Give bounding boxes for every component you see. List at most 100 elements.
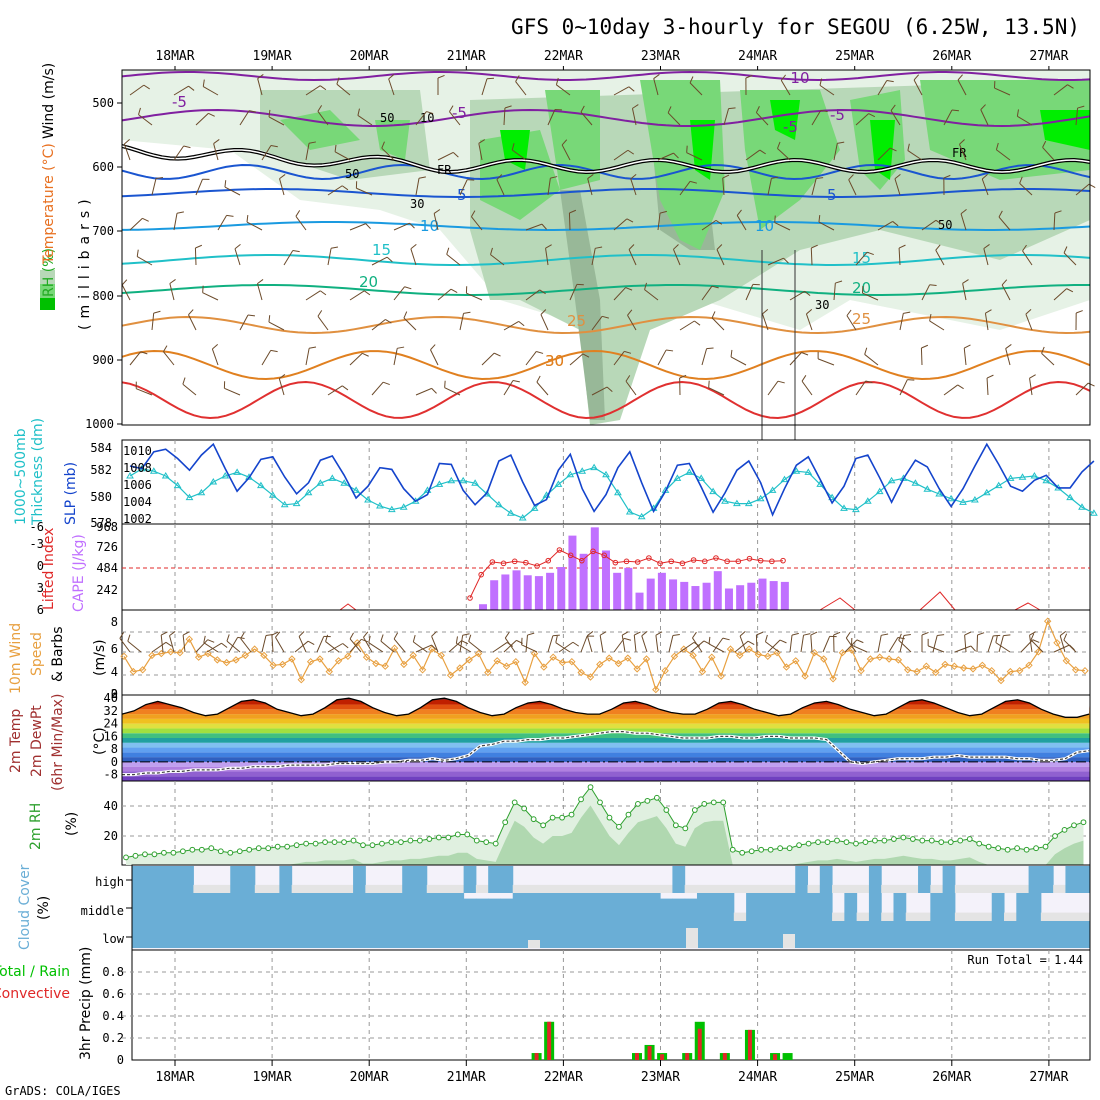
wind-barb-flag — [496, 174, 503, 180]
wind-barb — [349, 223, 366, 231]
wind-barb — [430, 349, 439, 366]
wind-barb-flag — [921, 631, 929, 636]
wind-barb-flag — [361, 638, 369, 643]
wind-barb — [1059, 635, 1066, 653]
wind-barb-flag — [943, 174, 951, 179]
wind10-speed-marker — [157, 649, 166, 658]
wind10-tick-label: 4 — [111, 665, 118, 679]
wind10-speed-marker — [297, 675, 305, 684]
wind-barb-flag — [783, 257, 789, 264]
rh2m-marker — [843, 839, 850, 845]
cape-bar — [523, 575, 532, 610]
profile-ytick-label: 1000 — [85, 417, 114, 431]
wind-barb-flag — [791, 632, 799, 636]
wind-barb-flag — [309, 346, 317, 349]
lifted-index-marker — [567, 552, 574, 559]
thickness-marker — [387, 505, 396, 513]
rh2m-marker — [597, 799, 603, 806]
wind-barb — [459, 179, 468, 196]
wind-barb — [224, 186, 241, 196]
wind10-speed-marker — [586, 673, 595, 681]
temp-color-band — [122, 766, 1090, 772]
wind-barb-flag — [325, 634, 329, 642]
cloud-cell — [844, 921, 858, 948]
cloud-unit: (%) — [36, 896, 52, 920]
thickness-marker — [292, 499, 301, 507]
thickness-marker — [625, 508, 634, 515]
thickness-marker — [161, 472, 170, 479]
wind-barb — [536, 381, 549, 396]
cape-bar — [713, 571, 722, 610]
cape-lifted-panel: -6 -3 0 3 6 968 726 484 242 — [30, 520, 1091, 617]
wind-barb-flag — [393, 632, 399, 640]
wind-barb-flag — [169, 631, 176, 637]
cloud-cell — [377, 921, 391, 948]
slp-ylabels: 1000~500mb Thickness (dm) SLP (mb) — [13, 418, 79, 526]
wind-barb-flag — [1066, 288, 1074, 293]
wind-barb-flag — [512, 380, 520, 383]
wind-barb — [160, 635, 164, 653]
date-label-top: 26MAR — [932, 49, 971, 64]
wind-barb-flag — [601, 315, 609, 319]
wind10-speed-marker — [530, 649, 539, 658]
wind-barb — [692, 637, 703, 653]
freezing-label-1: FR — [437, 163, 452, 177]
cloud-cell — [844, 884, 858, 893]
wind10-speed-marker — [549, 653, 557, 661]
thickness-marker — [756, 494, 765, 502]
wind-barb-flag — [119, 632, 124, 639]
cloud-cell — [586, 884, 600, 893]
cloud-cell — [291, 893, 305, 921]
rh2m-tick-label: 40 — [104, 799, 118, 813]
cloud-cell — [512, 884, 526, 893]
wind-barb-flag — [998, 210, 1003, 218]
temp-color-band — [122, 714, 1090, 719]
wind-barb-flag — [452, 152, 459, 158]
cloud-cell — [1016, 884, 1030, 893]
wind-barb-flag — [450, 288, 458, 293]
wind-barb — [151, 178, 157, 196]
rh2m-marker — [331, 839, 338, 845]
wind-barb-flag — [1029, 631, 1036, 636]
wind-barb — [129, 217, 143, 231]
cloud-cell — [574, 884, 587, 893]
cloud-cell — [340, 893, 354, 921]
wind-barb — [224, 387, 241, 396]
wind-barb-flag — [810, 631, 818, 636]
rh2m-marker — [710, 799, 717, 806]
thickness-marker — [399, 503, 408, 510]
contour-label: 25 — [852, 310, 871, 328]
wind-barb-flag — [694, 320, 701, 326]
cloud-level-high: high — [95, 875, 124, 889]
cloud-cell — [242, 893, 256, 921]
wind-barb — [283, 250, 294, 266]
wind-barb-flag — [257, 74, 264, 79]
thickness-marker — [721, 497, 729, 504]
cape-bar — [501, 574, 510, 610]
wind-barb — [984, 313, 989, 331]
wind-barb — [907, 150, 923, 161]
wind-barb — [568, 212, 571, 231]
date-label-top: 19MAR — [253, 49, 292, 64]
wind-barb-flag — [188, 85, 195, 91]
thickness-tick-label: 580 — [90, 490, 112, 504]
cloud-cell — [426, 893, 440, 921]
cloud-cell — [1004, 884, 1017, 893]
wind-barb-flag — [317, 310, 323, 317]
wind-barb — [628, 249, 637, 266]
cloud-cell — [1028, 921, 1042, 948]
cape-bar — [736, 585, 745, 610]
thickness-marker — [495, 500, 503, 508]
lifted-index-marker — [735, 558, 742, 565]
wind10-speed-marker — [474, 649, 483, 658]
wind10-speed-marker — [726, 645, 735, 653]
profile-ytick-label: 800 — [92, 289, 114, 303]
cloud-cell — [1040, 912, 1054, 921]
cloud-cell — [979, 884, 993, 893]
wind-barb-flag — [518, 321, 525, 327]
wind-barb-flag — [455, 636, 458, 644]
wind-barb — [621, 635, 626, 653]
temp-tick-label: 40 — [104, 691, 118, 705]
wind-barb — [380, 640, 395, 653]
